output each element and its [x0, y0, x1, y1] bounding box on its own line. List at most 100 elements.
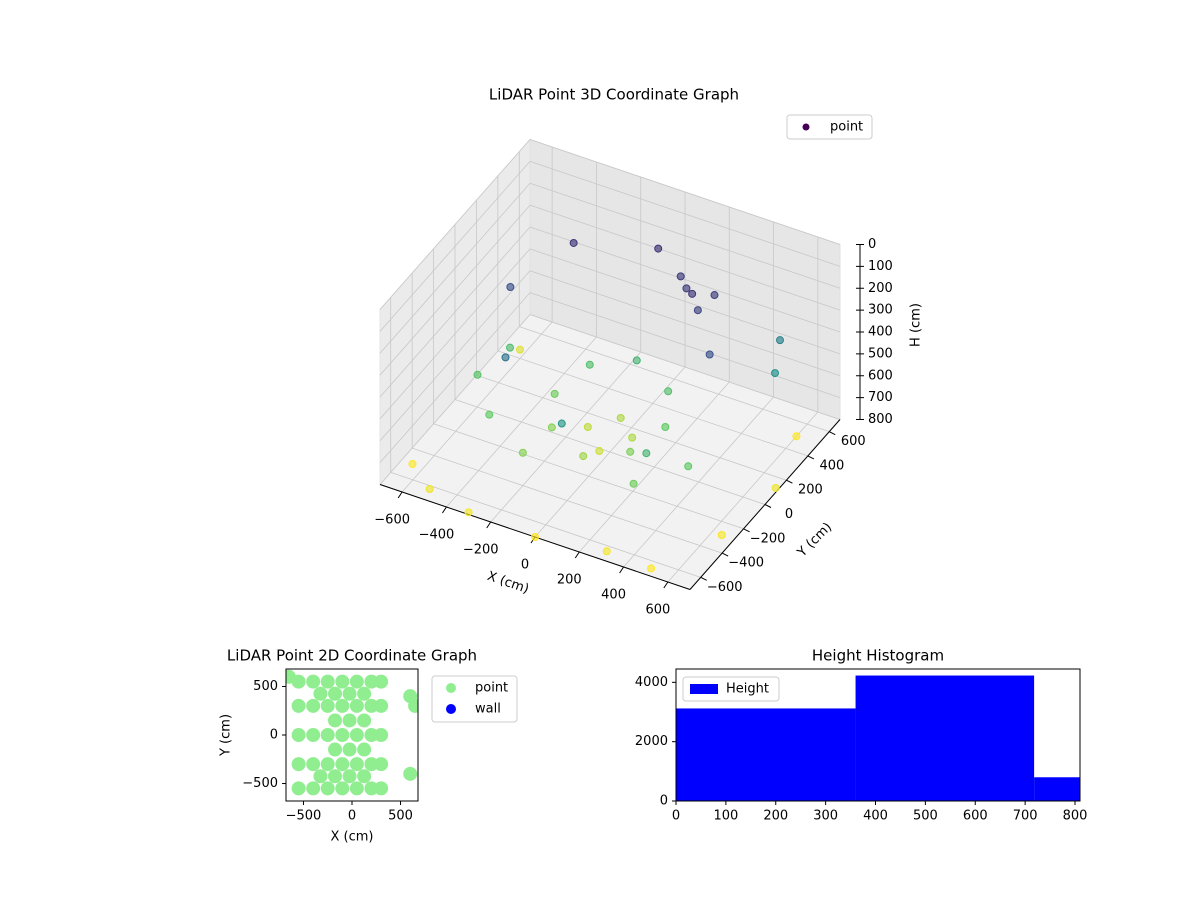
point — [328, 713, 343, 728]
bar — [676, 708, 856, 801]
x-tick-label: −400 — [419, 528, 455, 543]
y-tick-label: −200 — [750, 531, 786, 546]
point — [550, 389, 559, 398]
x-tick-label: 500 — [388, 809, 413, 824]
x-tick-label: 300 — [813, 809, 838, 824]
point — [583, 423, 592, 431]
grid-line — [529, 182, 841, 289]
point — [342, 742, 357, 757]
chart-title: LiDAR Point 2D Coordinate Graph — [227, 647, 477, 665]
x-tick-label: 600 — [645, 603, 670, 618]
point — [291, 781, 306, 796]
point — [602, 547, 611, 556]
point — [291, 698, 306, 713]
point — [306, 698, 321, 713]
point — [306, 728, 321, 742]
point — [595, 447, 604, 456]
point — [335, 781, 350, 796]
chart-title: Height Histogram — [812, 647, 944, 665]
point — [320, 728, 335, 742]
point — [585, 360, 594, 369]
point — [364, 698, 379, 713]
point — [771, 369, 779, 378]
y-tick — [829, 431, 836, 436]
grid-line — [379, 182, 531, 354]
y-tick-label: 4000 — [635, 675, 668, 690]
legend-box — [682, 676, 780, 702]
point — [403, 766, 418, 781]
point — [408, 459, 417, 468]
point — [547, 423, 556, 432]
y-tick-label: −600 — [707, 580, 743, 595]
x-tick-label: 200 — [763, 809, 788, 824]
x-tick-label: −500 — [286, 809, 322, 824]
point — [792, 432, 801, 441]
y-tick-label: 200 — [798, 483, 823, 498]
y-tick — [807, 455, 815, 460]
point — [335, 698, 350, 713]
legend-label: wall — [475, 702, 501, 717]
x-tick — [663, 581, 669, 589]
point — [473, 370, 482, 379]
y-tick-label: 2000 — [635, 734, 668, 749]
point — [647, 564, 656, 573]
y-axis-label: Y (cm) — [219, 714, 234, 757]
point — [374, 728, 389, 742]
x-tick — [619, 566, 624, 574]
x-tick-label: 600 — [963, 809, 988, 824]
grid-line — [412, 447, 723, 554]
y-tick-label: −400 — [728, 556, 764, 571]
x-tick-label: 200 — [557, 573, 582, 588]
grid-line — [529, 139, 841, 245]
grid-line — [379, 292, 531, 463]
point — [364, 728, 379, 742]
y-tick-label: 600 — [841, 434, 866, 449]
grid-line — [497, 350, 808, 457]
point — [349, 757, 364, 772]
legend-label: point — [475, 681, 508, 696]
point — [632, 356, 641, 365]
y-tick-label: 500 — [253, 679, 278, 694]
x-tick-label: 400 — [601, 588, 626, 603]
grid-line — [379, 248, 531, 420]
chart-title: LiDAR Point 3D Coordinate Graph — [489, 86, 739, 104]
grid-line — [529, 248, 841, 355]
x-tick-label: 400 — [863, 809, 888, 824]
point — [642, 449, 651, 458]
grid-line — [476, 374, 787, 481]
point — [682, 284, 691, 293]
point — [654, 244, 663, 253]
grid-line — [529, 204, 841, 311]
point — [676, 272, 685, 281]
point — [328, 686, 343, 701]
point — [616, 413, 625, 422]
plot-frame — [675, 668, 1081, 802]
point — [425, 485, 434, 494]
z-tick-label: 400 — [868, 325, 893, 340]
x-tick-label: 500 — [913, 809, 938, 824]
grid-line — [529, 314, 841, 420]
point — [374, 674, 389, 689]
point — [374, 781, 389, 796]
point — [516, 345, 524, 354]
grid-line — [529, 226, 841, 333]
point — [335, 757, 350, 772]
point — [364, 781, 379, 796]
point — [661, 423, 670, 431]
legend-label: Height — [726, 682, 769, 697]
point — [557, 419, 566, 428]
point — [501, 353, 510, 362]
y-tick — [700, 576, 707, 581]
point — [374, 757, 389, 772]
point — [349, 698, 364, 713]
y-tick-label: 0 — [785, 507, 793, 522]
point — [342, 769, 357, 784]
x-tick-label: 0 — [672, 809, 680, 824]
bar — [855, 675, 1035, 801]
grid-line — [433, 423, 744, 530]
point — [374, 698, 389, 713]
point — [364, 757, 379, 772]
x-tick-label: −600 — [374, 513, 410, 528]
z-tick-label: 200 — [868, 281, 893, 296]
